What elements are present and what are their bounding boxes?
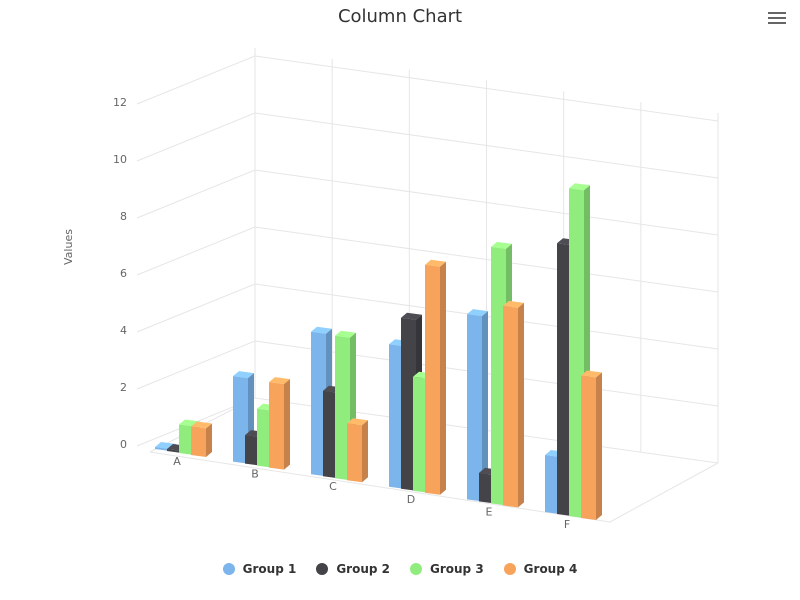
bar-side (596, 372, 602, 520)
gridline-depth (136, 55, 256, 105)
bar-front (503, 305, 518, 508)
bar-front (323, 390, 338, 479)
legend: Group 1 Group 2 Group 3 Group 4 (0, 562, 800, 576)
bar-top (191, 421, 212, 429)
bar-front (557, 243, 572, 516)
x-tick-label: D (407, 493, 415, 506)
legend-marker (410, 563, 422, 575)
bar-front (191, 426, 206, 457)
bar-front (569, 188, 584, 518)
bar-top (569, 183, 590, 191)
legend-item[interactable]: Group 2 (316, 562, 390, 576)
bar-front (311, 331, 326, 477)
bar-top (311, 326, 332, 334)
bar-front (257, 408, 272, 468)
x-tick-label: C (329, 480, 337, 493)
y-tick-label: 0 (120, 438, 127, 451)
chart-menu-button[interactable] (768, 12, 786, 28)
bar[interactable] (503, 300, 524, 508)
gridline-depth (136, 340, 256, 390)
hamburger-menu-icon-line (768, 22, 786, 24)
bar-front (401, 317, 416, 491)
bar[interactable] (467, 309, 488, 502)
bar-top (401, 312, 422, 320)
bar-side (440, 261, 446, 495)
bar-front (491, 246, 506, 506)
bar-top (503, 300, 524, 308)
bar-front (335, 335, 350, 481)
legend-item[interactable]: Group 1 (222, 562, 297, 576)
floor-edge (149, 451, 611, 523)
bar-front (245, 435, 260, 466)
bar-top (233, 371, 254, 379)
bar-side (206, 423, 212, 457)
bar-top (347, 418, 368, 426)
bar-front (269, 382, 284, 470)
bar-front (347, 423, 362, 483)
x-tick-label: E (486, 505, 493, 518)
bar-front (413, 376, 428, 493)
hamburger-menu-icon (768, 12, 786, 14)
bar[interactable] (425, 259, 446, 495)
bars (155, 183, 602, 520)
bar-front (179, 424, 194, 455)
hamburger-menu-icon-line (768, 17, 786, 19)
gridline-depth (136, 283, 256, 333)
x-tick-label: B (251, 468, 259, 481)
bar[interactable] (191, 421, 212, 458)
y-axis-ticks: 0 2 4 6 8 10 12 (113, 96, 127, 451)
legend-item[interactable]: Group 3 (410, 562, 484, 576)
gridline-depth (136, 169, 256, 219)
legend-label: Group 3 (430, 562, 484, 576)
bar-top (335, 330, 356, 338)
bar-top (467, 309, 488, 317)
bar-front (389, 344, 404, 489)
legend-marker (316, 563, 329, 575)
bar-front (155, 447, 170, 451)
bar-side (518, 302, 524, 508)
bar-top (269, 377, 290, 385)
legend-label: Group 2 (336, 562, 390, 576)
bar-top (491, 241, 512, 249)
bar-front (467, 314, 482, 502)
legend-item[interactable]: Group 4 (503, 562, 578, 576)
chart-title: Column Chart (337, 6, 463, 27)
bar-top (581, 370, 602, 378)
y-tick-label: 10 (113, 153, 127, 166)
bar-top (425, 259, 446, 267)
bar-side (482, 311, 488, 502)
bar-front (545, 455, 560, 514)
y-tick-label: 12 (113, 96, 127, 109)
bar-front (479, 472, 494, 504)
bar[interactable] (347, 418, 368, 483)
bar[interactable] (269, 377, 290, 470)
bar-side (362, 420, 368, 483)
y-tick-label: 8 (120, 210, 127, 223)
bar[interactable] (581, 370, 602, 521)
y-tick-label: 2 (120, 381, 127, 394)
gridline-depth (136, 226, 256, 276)
bar-front (581, 375, 596, 520)
legend-label: Group 1 (242, 562, 297, 576)
legend-marker (222, 563, 235, 575)
x-tick-label: A (173, 455, 181, 468)
bar-front (167, 449, 182, 453)
bar-front (233, 376, 248, 464)
bar-front (425, 264, 440, 495)
x-axis-ticks: A B C D E F (173, 455, 570, 531)
bar-side (284, 379, 290, 470)
y-tick-label: 6 (120, 267, 127, 280)
y-tick-label: 4 (120, 324, 127, 337)
x-tick-label: F (564, 518, 570, 531)
gridline-depth (136, 112, 256, 162)
legend-marker (503, 563, 516, 575)
floor-edge (609, 462, 719, 523)
legend-label: Group 4 (523, 562, 578, 576)
